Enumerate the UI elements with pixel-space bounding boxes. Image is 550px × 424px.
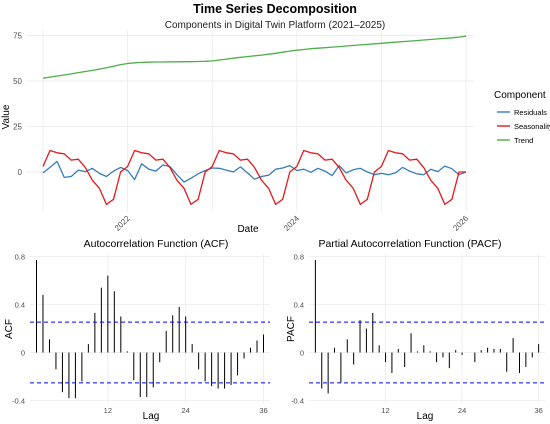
line-chart-grid <box>27 30 474 212</box>
acf-y-tick-label: 0 <box>21 349 25 358</box>
acf-grid <box>30 254 270 403</box>
legend-title: Component <box>494 90 546 101</box>
acf-x-tick-label: 12 <box>104 406 112 415</box>
line-chart-y-tick-label: 50 <box>13 77 22 86</box>
pacf-chart-title: Partial Autocorrelation Function (PACF) <box>318 238 501 250</box>
pacf-x-tick-label: 36 <box>534 406 542 415</box>
acf-y-tick-label: -0.4 <box>12 397 25 406</box>
pacf-y-tick-label: 0.8 <box>294 252 304 261</box>
acf-confidence-lines <box>30 321 270 384</box>
series-line-residuals <box>42 160 467 183</box>
pacf-tick-labels: -0.4 0 0.4 0.8 12 24 36 <box>291 252 543 415</box>
line-chart-x-tick-labels: 2022 2024 2026 <box>113 213 471 232</box>
acf-chart: Autocorrelation Function (ACF) -0.4 0 0.4 0… <box>4 238 270 422</box>
series-line-trend <box>42 35 467 79</box>
pacf-x-axis-label: Lag <box>417 411 434 422</box>
legend-label-seasonality: Seasonality <box>514 122 550 131</box>
acf-y-tick-label: 0.8 <box>15 252 25 261</box>
legend-label-trend: Trend <box>514 136 533 145</box>
line-chart-y-tick-label: 75 <box>13 31 22 40</box>
pacf-grid <box>309 254 545 403</box>
legend-label-residuals: Residuals <box>514 108 547 117</box>
line-chart-y-tick-label: 0 <box>18 168 23 177</box>
pacf-chart: Partial Autocorrelation Function (PACF) … <box>286 238 545 422</box>
line-chart-x-axis-label: Date <box>237 224 259 235</box>
legend-items: Residuals Seasonality Trend <box>497 108 550 145</box>
pacf-y-tick-label: 0 <box>300 349 304 358</box>
line-chart-series <box>42 35 467 206</box>
line-chart-y-tick-label: 25 <box>13 122 22 131</box>
acf-chart-title: Autocorrelation Function (ACF) <box>84 238 229 250</box>
acf-bars <box>35 260 265 399</box>
pacf-x-tick-label: 12 <box>381 406 389 415</box>
line-chart-x-tick-label: 2024 <box>282 213 301 232</box>
pacf-y-tick-label: -0.4 <box>291 397 304 406</box>
decomposition-line-chart: 0 25 50 75 2022 2024 2026 Date Value Componen… <box>1 30 550 235</box>
figure-subtitle: Components in Digital Twin Platform (202… <box>165 20 386 31</box>
pacf-y-axis-label: PACF <box>286 316 297 342</box>
pacf-confidence-lines <box>309 321 545 384</box>
acf-x-axis-label: Lag <box>143 411 160 422</box>
acf-y-tick-label: 0.4 <box>15 300 25 309</box>
figure-title: Time Series Decomposition <box>193 2 357 16</box>
acf-x-tick-label: 24 <box>182 406 190 415</box>
acf-y-axis-label: ACF <box>4 319 15 339</box>
line-chart-y-axis-label: Value <box>1 104 12 129</box>
series-line-seasonality <box>42 149 466 206</box>
line-chart-x-tick-label: 2022 <box>113 213 132 232</box>
acf-x-tick-label: 36 <box>259 406 267 415</box>
pacf-bars <box>314 260 540 394</box>
pacf-y-tick-label: 0.4 <box>294 300 304 309</box>
line-chart-legend: Component Residuals Seasonality Trend <box>494 90 550 145</box>
line-chart-x-tick-label: 2026 <box>451 213 470 232</box>
line-chart-y-tick-labels: 0 25 50 75 <box>13 31 22 177</box>
pacf-x-tick-label: 24 <box>458 406 466 415</box>
acf-tick-labels: -0.4 0 0.4 0.8 12 24 36 <box>12 252 268 415</box>
